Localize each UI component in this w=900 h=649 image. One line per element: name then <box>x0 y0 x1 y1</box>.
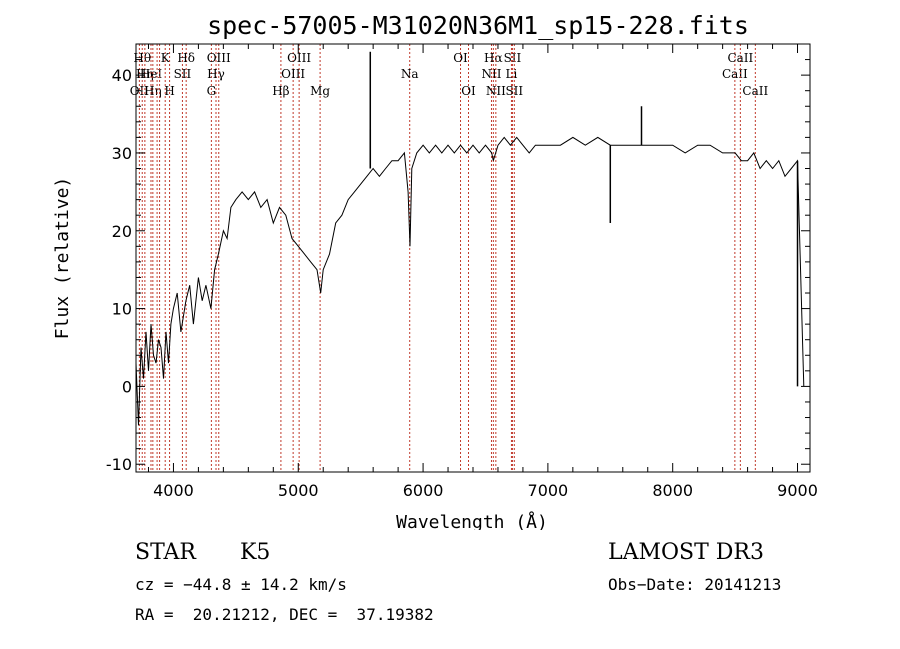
observation-date: Obs−Date: 20141213 <box>608 575 782 594</box>
spectral-line-label: Na <box>401 67 419 81</box>
spectral-line-label: OIII <box>207 51 231 65</box>
spectral-line-label: G <box>207 84 217 98</box>
spectral-line-label: CaII <box>722 67 748 81</box>
spectral-line-label: H <box>164 84 174 98</box>
spectrum-chart: spec-57005-M31020N36M1_sp15-228.fits OII… <box>52 11 818 530</box>
y-tick-label: 0 <box>122 377 132 396</box>
spectral-line-label: OIII <box>287 51 311 65</box>
spectral-line-label: SII <box>174 67 192 81</box>
y-tick-label: 40 <box>112 66 132 85</box>
spectral-line-label: SII <box>505 84 523 98</box>
spectral-line-label: OIII <box>281 67 305 81</box>
axis-ticks: 4000 5000 6000 7000 8000 9000 -10 0 10 20 30 40 <box>106 44 818 500</box>
spectral-line-label: Hδ <box>177 51 195 65</box>
spectral-lines-layer: OIIHθHηHeIHηKHSIIHδGHγOIIIHβOIIIOIIIMgNa… <box>130 44 768 472</box>
spectral-line-label: NII <box>481 67 501 81</box>
spectral-line-label: NII <box>486 84 506 98</box>
spectral-line-label: Hθ <box>133 51 151 65</box>
spectral-line-label: Hη <box>136 67 154 81</box>
plot-frame <box>135 43 811 473</box>
y-tick-label: 30 <box>112 144 132 163</box>
spectral-line-label: CaII <box>742 84 768 98</box>
spectral-line-label: Hγ <box>207 67 225 81</box>
y-tick-label: 20 <box>112 222 132 241</box>
spectral-line-label: HeI <box>140 67 163 81</box>
y-tick-label: -10 <box>106 455 132 474</box>
x-tick-label: 9000 <box>777 481 818 500</box>
x-tick-label: 6000 <box>403 481 444 500</box>
spectral-line-label: Hα <box>484 51 503 65</box>
y-axis-label: Flux (relative) <box>52 177 73 340</box>
flux-series-line <box>135 136 805 426</box>
spectral-line-label: SII <box>504 51 522 65</box>
x-tick-label: 5000 <box>278 481 319 500</box>
x-tick-label: 7000 <box>528 481 569 500</box>
chart-title: spec-57005-M31020N36M1_sp15-228.fits <box>207 11 749 40</box>
spectral-line-label: Hη <box>144 84 162 98</box>
object-subclass: K5 <box>240 540 271 565</box>
spectral-line-label: OI <box>461 84 476 98</box>
x-axis-label: Wavelength (Å) <box>396 511 548 530</box>
spectrum-layer <box>135 51 805 426</box>
redshift-velocity: cz = −44.8 ± 14.2 km/s <box>135 575 347 594</box>
spectral-line-label: Mg <box>310 84 330 98</box>
spectral-line-label: CaII <box>727 51 753 65</box>
spectral-line-label: K <box>161 51 171 65</box>
object-class: STAR <box>135 540 196 565</box>
y-tick-label: 10 <box>112 300 132 319</box>
spectral-line-label: OI <box>453 51 468 65</box>
survey-name: LAMOST DR3 <box>608 540 764 565</box>
x-tick-label: 4000 <box>153 481 194 500</box>
x-tick-label: 8000 <box>652 481 693 500</box>
spectral-line-label: Hβ <box>272 84 289 98</box>
spectral-line-label: Li <box>506 67 518 81</box>
coordinates: RA = 20.21212, DEC = 37.19382 <box>135 605 434 624</box>
